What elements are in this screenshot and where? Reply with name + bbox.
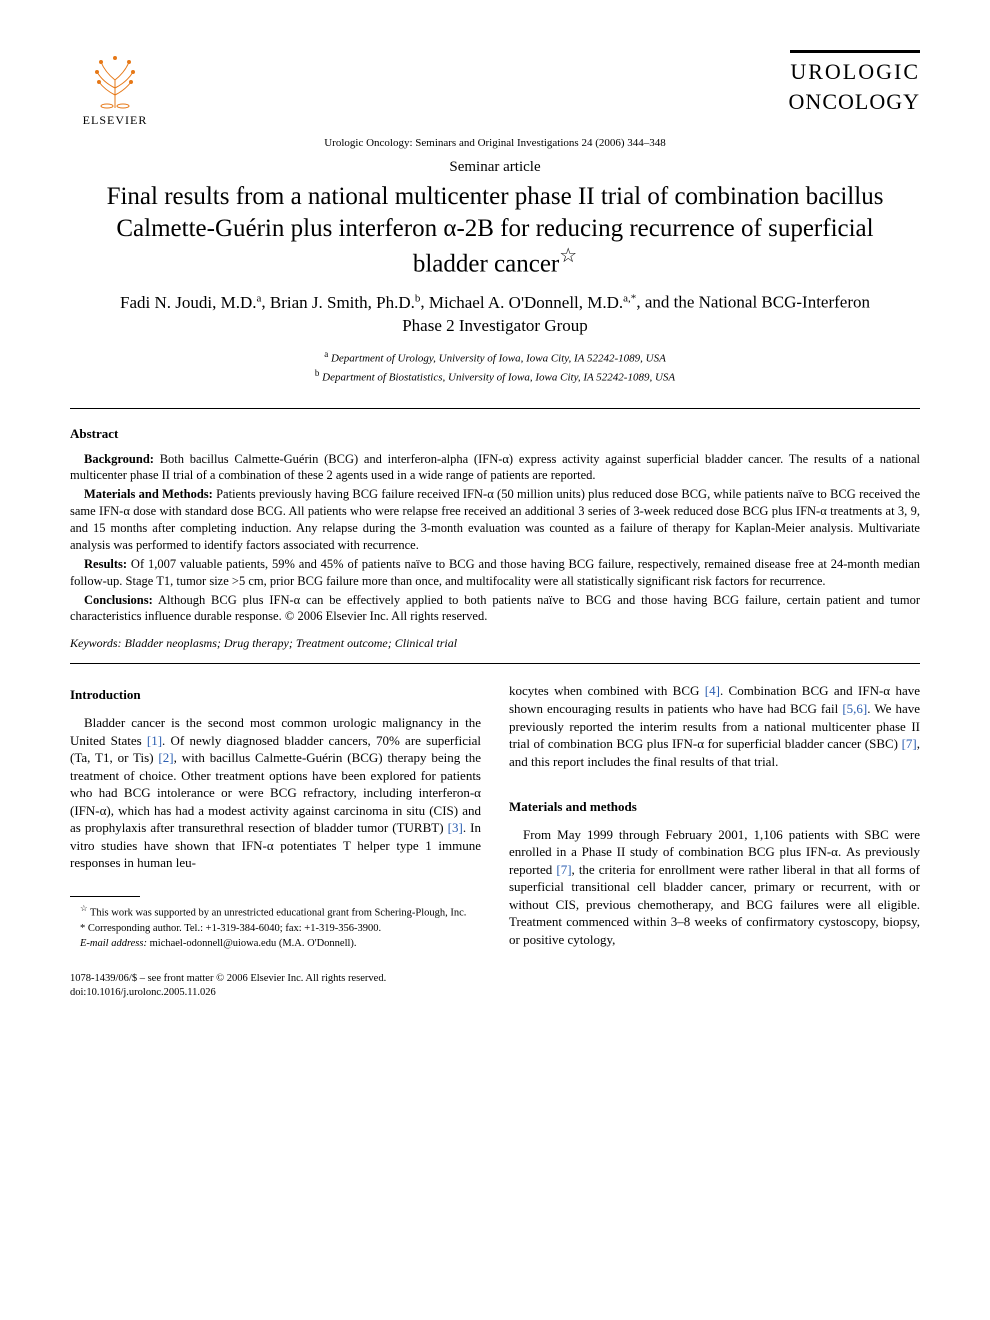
keywords-text: Bladder neoplasms; Drug therapy; Treatme…: [125, 636, 458, 650]
abstract-conclusions: Conclusions: Although BCG plus IFN-α can…: [70, 592, 920, 626]
keywords: Keywords: Bladder neoplasms; Drug therap…: [70, 635, 920, 651]
footnote-funding: ☆ This work was supported by an unrestri…: [70, 903, 481, 921]
body-columns: Introduction Bladder cancer is the secon…: [70, 682, 920, 951]
abstract-methods: Materials and Methods: Patients previous…: [70, 486, 920, 554]
footnotes: ☆ This work was supported by an unrestri…: [70, 903, 481, 951]
footnote-corresponding: * Corresponding author. Tel.: +1-319-384…: [70, 922, 481, 936]
methods-heading: Materials and methods: [509, 798, 920, 816]
article-title: Final results from a national multicente…: [70, 181, 920, 279]
rule-top: [70, 408, 920, 409]
footer: 1078-1439/06/$ – see front matter © 2006…: [70, 972, 920, 999]
footnotes-rule: [70, 896, 140, 897]
footnote-email: E-mail address: michael-odonnell@uiowa.e…: [70, 937, 481, 951]
abstract-block: Abstract Background: Both bacillus Calme…: [70, 425, 920, 625]
ref-7[interactable]: [7]: [902, 736, 917, 751]
ref-5-6[interactable]: [5,6]: [842, 701, 867, 716]
article-title-text: Final results from a national multicente…: [107, 183, 884, 277]
elsevier-tree-icon: [85, 50, 145, 110]
methods-para-1: From May 1999 through February 2001, 1,1…: [509, 826, 920, 949]
title-footnote-marker: ☆: [559, 245, 577, 267]
header-row: ELSEVIER UROLOGIC ONCOLOGY: [70, 50, 920, 128]
author-list: Fadi N. Joudi, M.D.a, Brian J. Smith, Ph…: [70, 291, 920, 338]
journal-brand-line2: ONCOLOGY: [789, 87, 920, 117]
intro-heading: Introduction: [70, 686, 481, 704]
publisher-name: ELSEVIER: [83, 112, 148, 128]
ref-7b[interactable]: [7]: [556, 862, 571, 877]
ref-1[interactable]: [1]: [147, 733, 162, 748]
intro-para-1-cont: kocytes when combined with BCG [4]. Comb…: [509, 682, 920, 770]
abstract-results: Results: Of 1,007 valuable patients, 59%…: [70, 556, 920, 590]
abstract-heading: Abstract: [70, 425, 920, 443]
affiliation-b: b Department of Biostatistics, Universit…: [70, 367, 920, 386]
ref-4[interactable]: [4]: [705, 683, 720, 698]
journal-brand: UROLOGIC ONCOLOGY: [789, 50, 920, 116]
intro-para-1: Bladder cancer is the second most common…: [70, 714, 481, 872]
ref-2[interactable]: [2]: [158, 750, 173, 765]
article-type: Seminar article: [70, 157, 920, 177]
affiliation-a: a Department of Urology, University of I…: [70, 348, 920, 367]
rule-bottom: [70, 663, 920, 664]
author-2: Brian J. Smith, Ph.D.b: [270, 293, 421, 312]
footer-copyright: 1078-1439/06/$ – see front matter © 2006…: [70, 972, 920, 986]
author-1: Fadi N. Joudi, M.D.a: [120, 293, 261, 312]
keywords-label: Keywords:: [70, 636, 122, 650]
abstract-background: Background: Both bacillus Calmette-Guéri…: [70, 451, 920, 485]
journal-citation: Urologic Oncology: Seminars and Original…: [70, 136, 920, 151]
section-spacer: [509, 772, 920, 794]
publisher-block: ELSEVIER: [70, 50, 160, 128]
ref-3[interactable]: [3]: [448, 820, 463, 835]
author-3: Michael A. O'Donnell, M.D.a,*: [429, 293, 636, 312]
affiliations: a Department of Urology, University of I…: [70, 348, 920, 386]
journal-brand-line1: UROLOGIC: [790, 50, 920, 87]
footer-doi: doi:10.1016/j.urolonc.2005.11.026: [70, 986, 920, 1000]
